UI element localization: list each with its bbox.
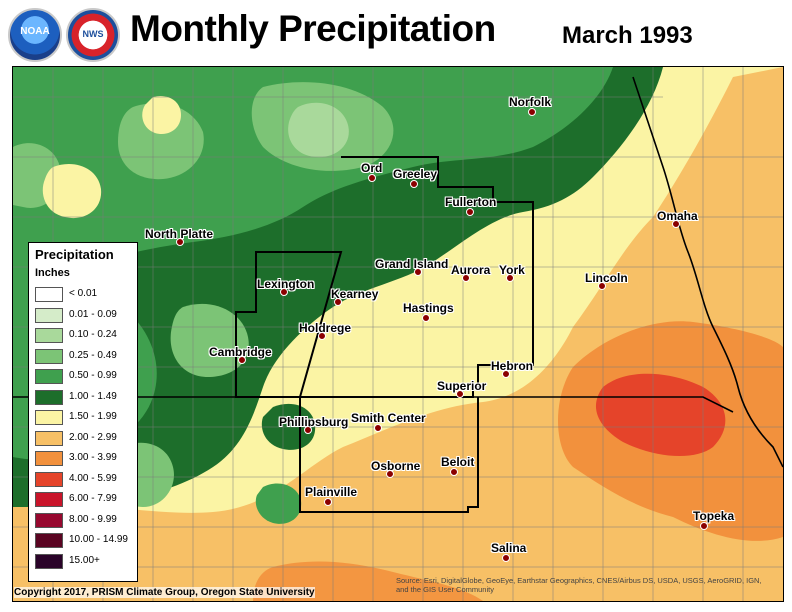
city-marker-grand-island xyxy=(414,268,422,276)
city-label-fullerton: Fullerton xyxy=(445,195,497,209)
noaa-logo: NOAA xyxy=(8,8,62,62)
city-marker-beloit xyxy=(450,468,458,476)
city-label-superior: Superior xyxy=(437,379,487,393)
legend-label: 1.00 - 1.49 xyxy=(69,390,117,402)
city-label-smith-center: Smith Center xyxy=(351,411,426,425)
legend-swatch xyxy=(35,348,63,364)
city-marker-plainville xyxy=(324,498,332,506)
legend-swatch xyxy=(35,410,63,425)
city-marker-north-platte xyxy=(176,238,184,246)
city-label-lincoln: Lincoln xyxy=(585,271,628,285)
zone-1.50-1.99-pocket-b xyxy=(142,95,181,135)
legend-label: 0.10 - 0.24 xyxy=(69,329,117,340)
zone-0.25-0.49-c xyxy=(170,303,249,377)
city-label-salina: Salina xyxy=(491,541,527,555)
city-label-hebron: Hebron xyxy=(491,359,533,373)
city-marker-lexington xyxy=(280,288,288,296)
legend-swatch xyxy=(35,512,63,528)
city-marker-kearney xyxy=(334,298,342,306)
city-marker-aurora xyxy=(462,274,470,282)
legend-swatch xyxy=(35,430,63,446)
city-marker-lincoln xyxy=(598,282,606,290)
legend-label: 4.00 - 5.99 xyxy=(69,472,117,484)
city-label-holdrege: Holdrege xyxy=(299,321,352,335)
legend-swatch xyxy=(35,389,63,405)
legend: Precipitation Inches < 0.01 0.01 - 0.09 0.… xyxy=(28,242,138,582)
legend-swatch xyxy=(35,451,63,466)
city-marker-omaha xyxy=(672,220,680,228)
map-subtitle: March 1993 xyxy=(562,22,693,49)
noaa-logo-text: NOAA xyxy=(20,26,50,37)
city-marker-hastings xyxy=(422,314,430,322)
city-label-cambridge: Cambridge xyxy=(209,345,272,359)
city-marker-smith-center xyxy=(374,424,382,432)
city-marker-ord xyxy=(368,174,376,182)
legend-label: 0.25 - 0.49 xyxy=(69,349,117,361)
city-label-phillipsburg: Phillipsburg xyxy=(279,415,349,429)
nws-logo: NWS xyxy=(66,8,120,62)
legend-label: 0.50 - 0.99 xyxy=(69,370,117,381)
legend-label: 8.00 - 9.99 xyxy=(69,513,117,525)
legend-swatch xyxy=(35,553,63,569)
city-marker-greeley xyxy=(410,180,418,188)
legend-label: 10.00 - 14.99 xyxy=(69,534,128,545)
city-marker-york xyxy=(506,274,514,282)
city-label-beloit: Beloit xyxy=(441,455,475,469)
city-label-ord: Ord xyxy=(361,161,383,175)
legend-label: 2.00 - 2.99 xyxy=(69,431,117,443)
city-marker-holdrege xyxy=(318,332,326,340)
city-label-topeka: Topeka xyxy=(693,509,735,523)
city-marker-osborne xyxy=(386,470,394,478)
city-label-kearney: Kearney xyxy=(331,287,379,301)
city-label-north-platte: North Platte xyxy=(145,227,214,241)
forecast-area-outline xyxy=(235,156,534,513)
city-marker-salina xyxy=(502,554,510,562)
legend-swatch xyxy=(35,471,63,487)
city-label-plainville: Plainville xyxy=(305,485,358,499)
legend-label: 6.00 - 7.99 xyxy=(69,493,117,504)
legend-units: Inches xyxy=(35,267,70,279)
city-label-grand-island: Grand Island xyxy=(375,257,449,271)
zone-0.25-0.49-b xyxy=(118,103,204,180)
city-marker-topeka xyxy=(700,522,708,530)
legend-label: 0.01 - 0.09 xyxy=(69,308,117,320)
nws-logo-text: NWS xyxy=(82,29,104,39)
legend-label: 15.00+ xyxy=(69,554,100,566)
legend-label: < 0.01 xyxy=(69,288,98,299)
legend-swatch xyxy=(35,533,63,548)
city-label-york: York xyxy=(499,263,525,277)
legend-swatch xyxy=(35,307,63,323)
city-marker-phillipsburg xyxy=(304,426,312,434)
city-label-norfolk: Norfolk xyxy=(509,95,551,109)
city-label-aurora: Aurora xyxy=(451,263,491,277)
legend-title: Precipitation xyxy=(35,247,114,262)
zone-0.50-0.99-blob-b xyxy=(255,483,302,524)
zone-1.50-1.99-pocket-a xyxy=(42,163,102,219)
city-label-hastings: Hastings xyxy=(403,301,454,315)
city-marker-hebron xyxy=(502,370,510,378)
city-label-greeley: Greeley xyxy=(393,167,438,181)
city-label-lexington: Lexington xyxy=(257,277,315,291)
city-marker-cambridge xyxy=(238,356,246,364)
map-title: Monthly Precipitation xyxy=(130,8,496,49)
attribution: Source: Esri, DigitalGlobe, GeoEye, Eart… xyxy=(396,576,762,594)
legend-label: 3.00 - 3.99 xyxy=(69,452,117,463)
city-marker-norfolk xyxy=(528,108,536,116)
river-boundary xyxy=(632,76,783,468)
zone-0.10-0.24 xyxy=(288,102,349,158)
city-marker-superior xyxy=(456,390,464,398)
city-marker-fullerton xyxy=(466,208,474,216)
legend-swatch xyxy=(35,287,63,302)
legend-label: 1.50 - 1.99 xyxy=(69,411,117,422)
copyright: Copyright 2017, PRISM Climate Group, Ore… xyxy=(14,587,315,598)
header: NOAA NWS Monthly Precipitation March 199… xyxy=(0,0,792,66)
legend-swatch xyxy=(35,492,63,507)
state-boundary xyxy=(13,396,734,413)
city-label-omaha: Omaha xyxy=(657,209,698,223)
city-label-osborne: Osborne xyxy=(371,459,421,473)
legend-swatch xyxy=(35,369,63,384)
zone-4.00-5.99 xyxy=(595,373,726,457)
legend-swatch xyxy=(35,328,63,343)
